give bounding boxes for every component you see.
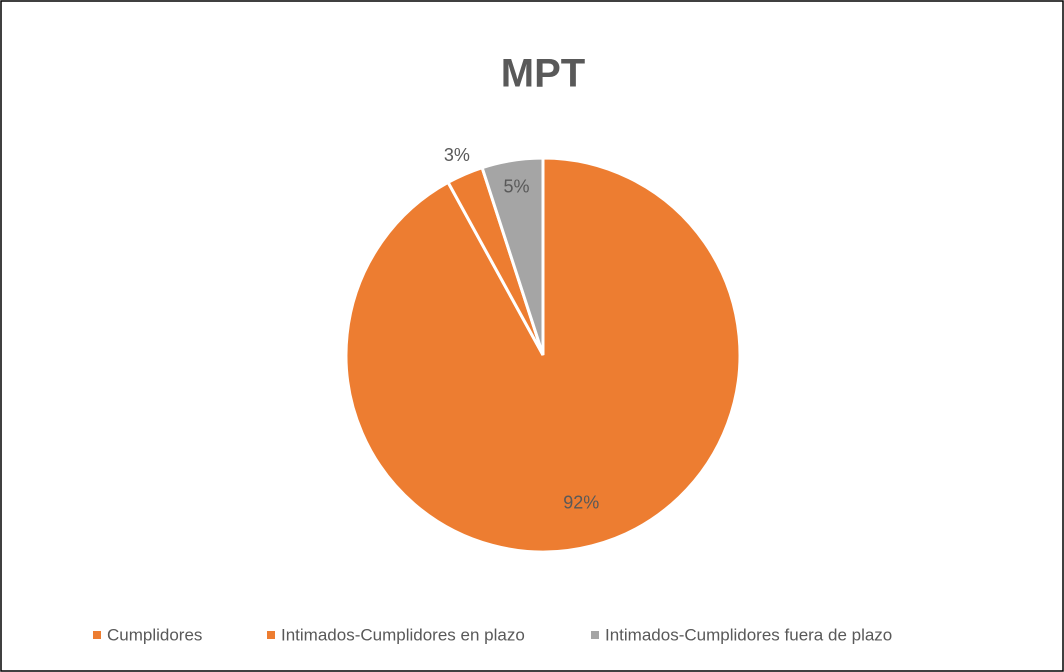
- chart-title: MPT: [501, 52, 585, 96]
- legend-marker: [591, 631, 599, 639]
- data-label: 5%: [503, 176, 529, 196]
- legend-marker: [267, 631, 275, 639]
- legend-label: Intimados-Cumplidores fuera de plazo: [605, 625, 892, 644]
- data-label: 3%: [444, 145, 470, 165]
- legend-label: Cumplidores: [107, 625, 202, 644]
- legend-label: Intimados-Cumplidores en plazo: [281, 625, 525, 644]
- data-label: 92%: [563, 493, 599, 513]
- pie-slice: [480, 156, 545, 356]
- legend-marker: [93, 631, 101, 639]
